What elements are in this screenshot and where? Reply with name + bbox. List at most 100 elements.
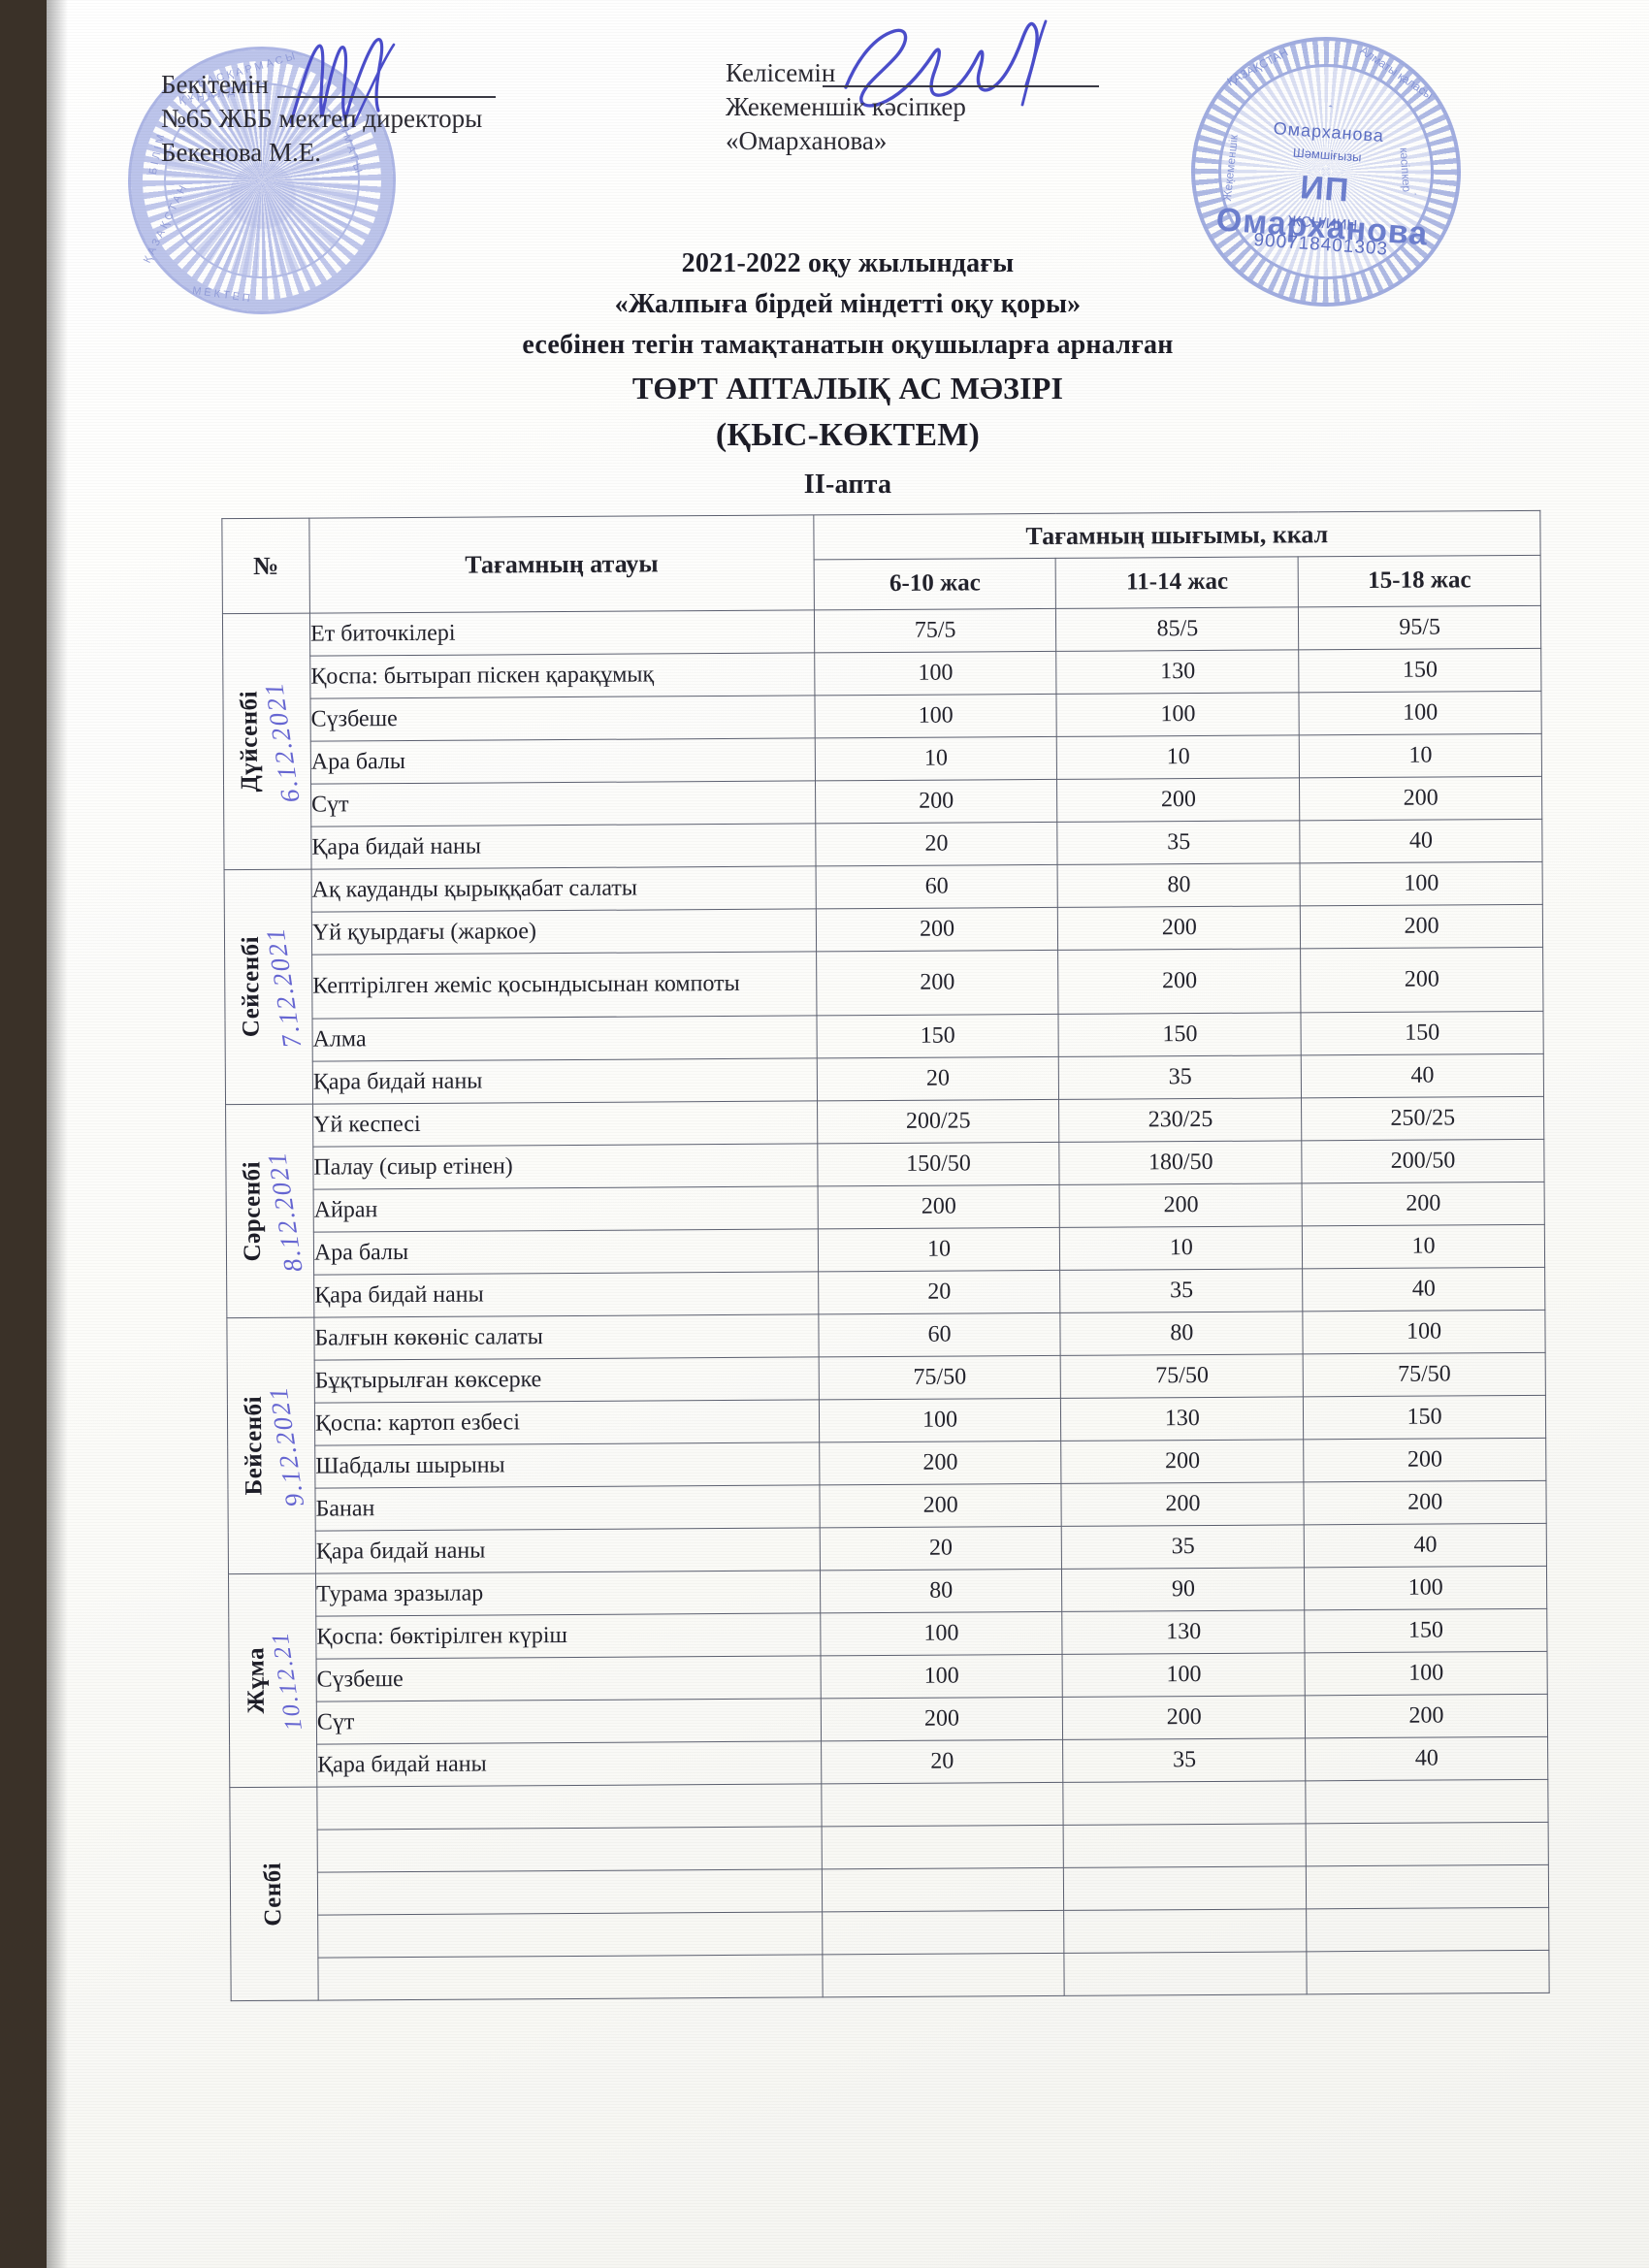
day-cell-2: Сейсенбі 7.12.2021 [224, 869, 313, 1105]
empty-cell [1063, 1865, 1307, 1911]
value-cell-age-1: 75/5 [814, 608, 1057, 653]
table-header-row-1: № Тағамның атауы Тағамның шығымы, ккал [221, 510, 1541, 614]
dish-name-cell: Қара бидай наны [316, 1740, 822, 1788]
day-name: Сәрсенбі [239, 1160, 266, 1262]
entrepreneur-signature-line [823, 85, 1099, 87]
value-cell-age-3: 10 [1299, 733, 1542, 778]
value-cell-age-3: 200 [1305, 1694, 1548, 1738]
title-subtitle: есебінен тегін тамақтанатын оқушыларға а… [522, 330, 1174, 360]
day-date-handwritten: 7.12.2021 [260, 923, 307, 1050]
director-signature-line [277, 96, 496, 98]
day-name: Сейсенбі [237, 936, 265, 1038]
value-cell-age-2: 200 [1058, 948, 1302, 1015]
empty-cell [1306, 1779, 1549, 1824]
dish-name-cell: Үй қуырдағы (жаркое) [311, 908, 817, 956]
value-cell-age-1: 100 [820, 1611, 1063, 1656]
document-page: БАСҚАРМАСЫ ҚҰНАЛДЫ БІЛІМ ҚАЗАҚСТАН МЕКТЕ… [47, 0, 1649, 2268]
day-name: Сенбі [260, 1862, 287, 1927]
day-cell-6: Сенбі [229, 1787, 319, 2001]
value-cell-age-3: 200 [1300, 947, 1543, 1013]
menu-table-body: Дүйсенбі 6.12.2021 Ет биточкілері 75/5 85/5 9… [222, 605, 1550, 2001]
value-cell-age-1: 10 [814, 736, 1057, 781]
empty-cell [1064, 1951, 1308, 1996]
table-row [231, 1950, 1550, 2001]
day-date-handwritten: 10.12.21 [267, 1629, 308, 1733]
empty-cell [1306, 1864, 1549, 1909]
value-cell-age-2: 35 [1057, 820, 1301, 865]
dish-name-cell: Балғын көкөніс салаты [313, 1313, 819, 1361]
header-no: № [221, 518, 310, 614]
value-cell-age-1: 200 [815, 779, 1058, 824]
dish-name-cell: Палау (сиыр етінен) [312, 1143, 818, 1190]
empty-cell [1307, 1950, 1550, 1994]
approve-director-name: Бекенова М.Е. [161, 138, 321, 168]
value-cell-age-2: 200 [1061, 1439, 1305, 1484]
value-cell-age-1: 200/25 [817, 1099, 1060, 1144]
empty-cell [822, 1867, 1065, 1912]
value-cell-age-3: 200 [1300, 904, 1543, 949]
value-cell-age-3: 200 [1299, 776, 1542, 821]
value-cell-age-3: 100 [1305, 1651, 1548, 1696]
day-cell-5: Жұма 10.12.21 [228, 1573, 317, 1788]
dish-name-cell: Сүт [316, 1698, 822, 1745]
value-cell-age-2: 85/5 [1055, 606, 1299, 652]
value-cell-age-1: 200 [819, 1483, 1062, 1528]
value-cell-age-2: 130 [1056, 649, 1300, 695]
day-name: Дүйсенбі [236, 691, 264, 793]
value-cell-age-3: 150 [1298, 648, 1541, 693]
value-cell-age-2: 180/50 [1059, 1140, 1303, 1185]
dish-name-cell: Сүзбеше [309, 695, 815, 742]
value-cell-age-2: 35 [1061, 1524, 1305, 1570]
value-cell-age-1: 200 [819, 1441, 1062, 1485]
approve-label: Бекітемін [161, 70, 269, 99]
value-cell-age-1: 20 [821, 1739, 1064, 1784]
value-cell-age-1: 200 [816, 950, 1059, 1016]
empty-cell [821, 1782, 1064, 1827]
agreement-block: Келісемін Жекеменшік кәсіпкер «Омарханов… [726, 56, 966, 158]
empty-cell [1063, 1780, 1307, 1826]
value-cell-age-3: 150 [1303, 1395, 1546, 1440]
value-cell-age-1: 200 [816, 907, 1059, 952]
day-name: Жұма [242, 1647, 271, 1714]
header-age-6-10: 6-10 жас [813, 558, 1056, 610]
value-cell-age-3: 100 [1304, 1566, 1547, 1610]
table-row: Кептірілген жеміс қосындысынан компоты 20… [225, 947, 1543, 1020]
value-cell-age-2: 100 [1056, 692, 1300, 737]
title-fund-name: «Жалпыға бірдей міндетті оқу қоры» [614, 289, 1082, 319]
value-cell-age-3: 40 [1299, 819, 1543, 863]
dish-name-cell: Қара бидай наны [312, 1057, 818, 1105]
dish-name-cell: Сүзбеше [315, 1655, 822, 1702]
dish-name-cell: Турама зразылар [315, 1570, 821, 1617]
dish-name-cell: Ара балы [310, 737, 816, 785]
dish-name-cell: Бұқтырылған көксерке [314, 1356, 820, 1404]
value-cell-age-1: 150/50 [817, 1142, 1060, 1186]
menu-table: № Тағамның атауы Тағамның шығымы, ккал 6… [221, 510, 1550, 2001]
dish-name-cell: Ет биточкілері [309, 609, 815, 657]
day-cell-4: Бейсенбі 9.12.2021 [226, 1317, 316, 1574]
empty-cell [821, 1825, 1064, 1869]
agree-entrepreneur-line: Жекеменшік кәсіпкер [726, 92, 966, 122]
value-cell-age-3: 40 [1302, 1267, 1545, 1312]
empty-cell [822, 1910, 1065, 1955]
value-cell-age-2: 200 [1061, 1481, 1305, 1527]
header-output-group: Тағамның шығымы, ккал [813, 510, 1541, 560]
value-cell-age-3: 200 [1303, 1438, 1546, 1482]
header-dish-name: Тағамның атауы [308, 514, 815, 614]
value-cell-age-2: 200 [1059, 1183, 1303, 1228]
value-cell-age-2: 35 [1063, 1737, 1307, 1783]
value-cell-age-3: 200/50 [1302, 1139, 1545, 1183]
empty-cell [1064, 1908, 1308, 1954]
value-cell-age-1: 20 [818, 1270, 1061, 1314]
empty-cell [317, 1868, 823, 1916]
value-cell-age-2: 10 [1056, 734, 1300, 780]
title-main: ТӨРТ АПТАЛЫҚ АС МӘЗІРІ [631, 371, 1064, 405]
value-cell-age-2: 130 [1062, 1609, 1306, 1655]
dish-name-cell: Айран [313, 1185, 819, 1233]
empty-cell [822, 1953, 1065, 1997]
agree-label: Келісемін [726, 58, 836, 87]
value-cell-age-3: 40 [1301, 1053, 1544, 1098]
value-cell-age-2: 90 [1061, 1567, 1305, 1612]
value-cell-age-2: 80 [1057, 862, 1301, 908]
day-date-handwritten: 6.12.2021 [258, 678, 306, 804]
approval-block: Бекітемін №65 ЖББ мектеп директоры Бекен… [161, 68, 482, 170]
